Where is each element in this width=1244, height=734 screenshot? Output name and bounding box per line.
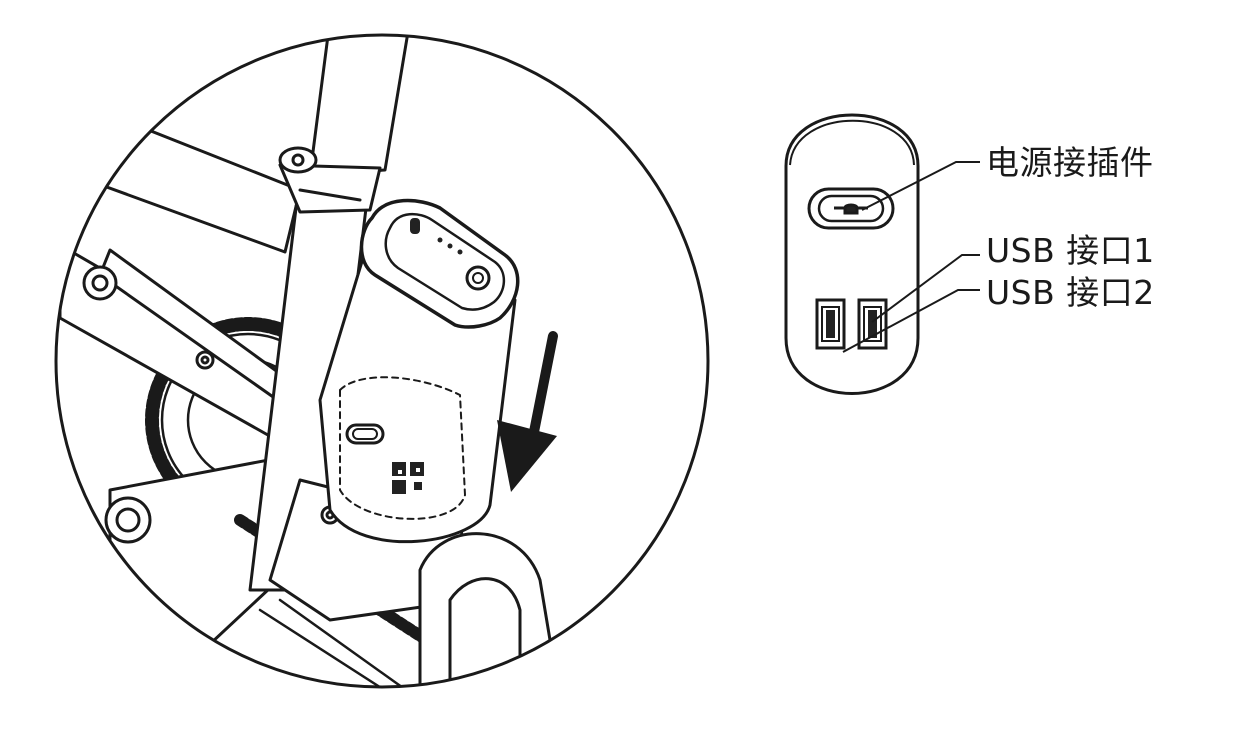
label-usb-port-2: USB 接口2 xyxy=(986,273,1155,312)
leader-line-usb2 xyxy=(842,289,980,353)
seat-clamp xyxy=(278,146,382,214)
battery-pack xyxy=(318,198,520,544)
power-socket-icon xyxy=(345,423,385,445)
power-connector-socket xyxy=(807,187,895,230)
bicycle-closeup xyxy=(54,33,710,689)
magnifier-circle xyxy=(54,33,710,689)
leader-line-power xyxy=(861,161,980,211)
frame-tube-upper xyxy=(58,93,302,254)
battery-indicator-icon xyxy=(410,218,491,291)
battery-port-face xyxy=(339,376,466,520)
label-usb-port-1: USB 接口1 xyxy=(986,231,1155,270)
leader-line-usb1 xyxy=(871,254,980,323)
usb-port-1 xyxy=(815,298,846,350)
leader-lines xyxy=(842,161,980,353)
seat-post xyxy=(308,35,412,177)
port-panel xyxy=(784,113,920,395)
port-panel-outline xyxy=(784,113,920,395)
label-power-connector: 电源接插件 xyxy=(986,143,1154,182)
arrow-down-icon xyxy=(497,331,558,492)
qr-code-icon xyxy=(392,462,424,494)
rear-wheel xyxy=(518,607,708,687)
